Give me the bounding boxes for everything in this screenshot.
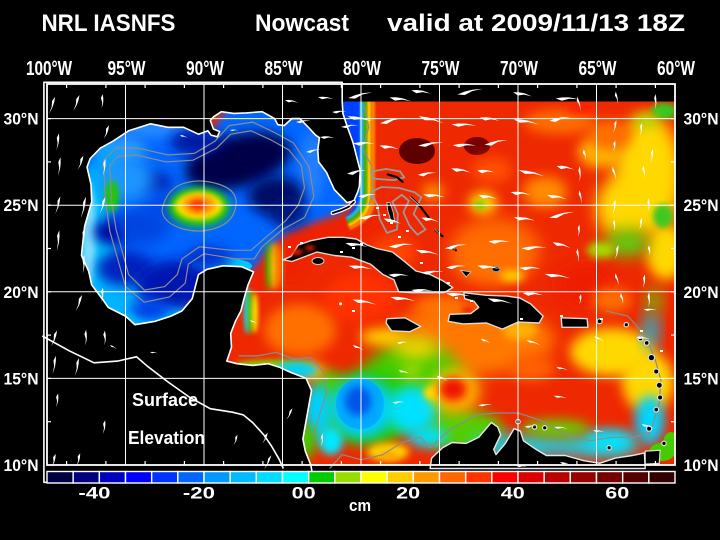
svg-text:60: 60 <box>605 484 629 503</box>
svg-text:-20: -20 <box>183 484 215 503</box>
svg-text:-40: -40 <box>78 484 110 503</box>
svg-text:20: 20 <box>396 484 420 503</box>
svg-text:80°W: 80°W <box>343 58 381 80</box>
svg-text:40: 40 <box>501 484 525 503</box>
svg-text:Elevation: Elevation <box>128 428 205 448</box>
svg-text:30°N: 30°N <box>4 110 39 129</box>
svg-text:Nowcast: Nowcast <box>255 10 349 37</box>
svg-text:75°W: 75°W <box>422 58 460 80</box>
svg-text:15°N: 15°N <box>684 369 719 388</box>
svg-text:70°W: 70°W <box>500 58 538 80</box>
svg-text:30°N: 30°N <box>684 110 719 129</box>
svg-text:15°N: 15°N <box>4 369 39 388</box>
svg-text:100°W: 100°W <box>26 58 72 80</box>
svg-text:10°N: 10°N <box>4 456 39 475</box>
svg-text:90°W: 90°W <box>186 58 224 80</box>
svg-text:10°N: 10°N <box>684 456 719 475</box>
svg-text:25°N: 25°N <box>4 196 39 215</box>
svg-text:85°W: 85°W <box>265 58 303 80</box>
svg-text:65°W: 65°W <box>579 58 617 80</box>
svg-text:00: 00 <box>292 484 316 503</box>
svg-text:25°N: 25°N <box>684 196 719 215</box>
svg-text:valid at 2009/11/13 18Z: valid at 2009/11/13 18Z <box>387 10 685 37</box>
svg-text:NRL IASNFS: NRL IASNFS <box>42 10 176 37</box>
svg-text:95°W: 95°W <box>108 58 146 80</box>
svg-text:20°N: 20°N <box>684 283 719 302</box>
svg-text:20°N: 20°N <box>4 283 39 302</box>
svg-text:cm: cm <box>349 496 371 515</box>
svg-text:Surface: Surface <box>132 390 198 410</box>
svg-text:60°W: 60°W <box>657 58 695 80</box>
